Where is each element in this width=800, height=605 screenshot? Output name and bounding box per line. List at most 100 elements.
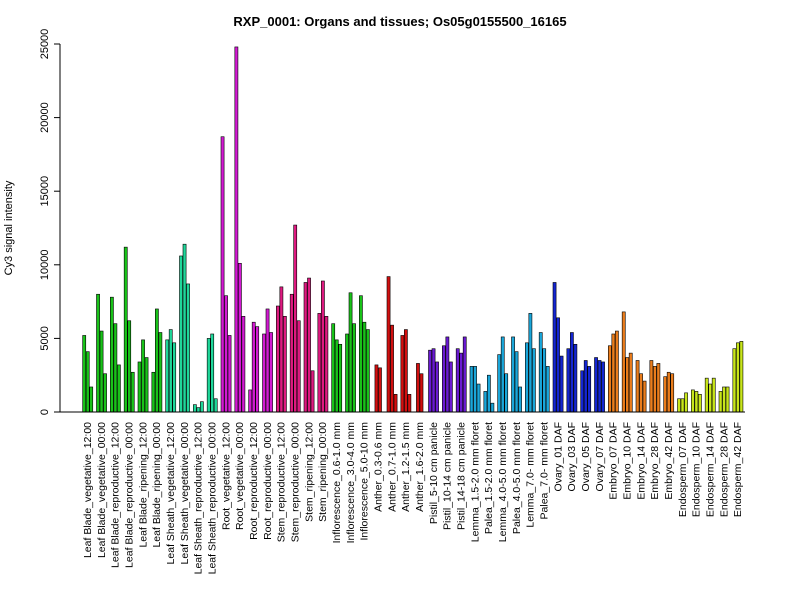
x-category-label: Root_vegetative_00:00 bbox=[234, 422, 246, 530]
bar-group bbox=[718, 386, 730, 413]
bar bbox=[739, 341, 744, 413]
x-category-label: Endosperm_28 DAF bbox=[718, 422, 730, 517]
bar bbox=[653, 366, 657, 413]
x-category-label: Leaf Sheath_reproductive_12:00 bbox=[193, 422, 205, 575]
bar bbox=[625, 357, 630, 413]
bar bbox=[597, 360, 602, 413]
bar bbox=[248, 389, 253, 413]
bar bbox=[663, 376, 668, 413]
bar-group bbox=[345, 292, 356, 413]
bar bbox=[628, 352, 633, 413]
bar-group bbox=[497, 336, 509, 413]
x-category-label: Root_vegetative_12:00 bbox=[220, 422, 232, 530]
bar-group bbox=[635, 360, 647, 413]
bar-group bbox=[608, 330, 619, 413]
bar bbox=[642, 380, 647, 413]
bar-group bbox=[165, 329, 177, 413]
bar bbox=[404, 329, 408, 413]
bar bbox=[449, 361, 453, 413]
bar bbox=[334, 339, 339, 413]
bar bbox=[345, 333, 349, 413]
bar bbox=[732, 348, 737, 413]
bar bbox=[407, 394, 412, 413]
bar bbox=[144, 357, 149, 413]
bar bbox=[158, 332, 163, 413]
bar bbox=[130, 371, 135, 413]
bar bbox=[476, 383, 481, 413]
bar bbox=[196, 407, 201, 413]
bar bbox=[656, 363, 661, 413]
x-category-label: Pistil_10-14 cm panicle bbox=[442, 422, 454, 530]
bar-group bbox=[691, 389, 702, 413]
y-tick-label: 10000 bbox=[39, 250, 51, 281]
y-axis-label: Cy3 signal intensity bbox=[3, 180, 15, 275]
x-category-label: Pistil_14-18 cm panicle bbox=[455, 422, 467, 530]
bar-group bbox=[621, 311, 633, 413]
bar bbox=[289, 293, 294, 413]
bar bbox=[431, 348, 436, 413]
y-tick-label: 5000 bbox=[39, 326, 51, 350]
x-category-label: Palea_4.0-5.0 mm floret bbox=[511, 422, 523, 534]
bar bbox=[193, 404, 197, 413]
bar bbox=[552, 282, 557, 413]
bar bbox=[532, 348, 536, 413]
x-category-label: Palea_7.0- mm floret bbox=[538, 422, 550, 520]
bar bbox=[348, 292, 353, 413]
bar bbox=[455, 348, 460, 413]
bar bbox=[504, 373, 509, 413]
bar bbox=[587, 366, 592, 413]
x-category-label: Root_reproductive_00:00 bbox=[262, 422, 274, 540]
x-category-label: Embryo_10 DAF bbox=[621, 422, 633, 500]
bar-group bbox=[374, 364, 382, 413]
x-category-label: Lemma_1.5-2.0 mm floret bbox=[469, 422, 481, 542]
x-category-label: Leaf Blade_ripening_00:00 bbox=[151, 422, 163, 548]
bar bbox=[469, 366, 474, 413]
x-category-label: Embryo_42 DAF bbox=[663, 422, 675, 500]
bar bbox=[362, 321, 367, 413]
bar bbox=[691, 389, 695, 413]
bar bbox=[400, 335, 405, 413]
bar bbox=[276, 305, 280, 413]
bar bbox=[583, 360, 588, 413]
x-category-label: Root_reproductive_12:00 bbox=[248, 422, 260, 540]
bar-group bbox=[123, 246, 135, 413]
bar bbox=[511, 336, 515, 413]
bar-group bbox=[179, 243, 190, 413]
bar bbox=[172, 342, 177, 413]
bar bbox=[168, 329, 173, 413]
bar-group bbox=[359, 295, 370, 413]
x-category-label: Palea_1.5-2.0 mm floret bbox=[483, 422, 495, 534]
bar bbox=[419, 373, 424, 413]
y-axis: 0 5000 10000 15000 20000 25000 bbox=[39, 29, 61, 415]
bar bbox=[293, 224, 298, 413]
bar bbox=[594, 357, 598, 413]
x-category-label: Lemma_7.0- mm floret bbox=[525, 422, 537, 528]
bar-group bbox=[552, 282, 564, 413]
bar bbox=[96, 293, 100, 413]
bar bbox=[487, 374, 491, 413]
x-category-label: Embryo_14 DAF bbox=[635, 422, 647, 500]
bar bbox=[255, 326, 260, 413]
bar bbox=[483, 391, 488, 413]
bar bbox=[393, 394, 398, 413]
bar bbox=[352, 323, 356, 413]
bar bbox=[559, 355, 564, 413]
bar bbox=[324, 316, 329, 413]
bar bbox=[698, 394, 702, 413]
bar bbox=[200, 401, 204, 413]
bar bbox=[99, 330, 104, 413]
bar bbox=[611, 333, 616, 413]
y-tick-label: 0 bbox=[39, 409, 51, 415]
bar bbox=[338, 343, 343, 413]
bar bbox=[182, 243, 187, 413]
bar bbox=[542, 348, 547, 413]
x-category-label: Endosperm_10 DAF bbox=[691, 422, 703, 517]
x-category-label: Stem_ripening_12:00 bbox=[303, 422, 315, 522]
bar bbox=[213, 398, 218, 413]
bar bbox=[416, 363, 420, 413]
bar bbox=[127, 320, 132, 413]
x-category-label: Leaf Sheath_vegetative_12:00 bbox=[165, 422, 177, 565]
bar bbox=[442, 345, 446, 413]
x-category-label: Anther_1.6-2.0 mm bbox=[414, 422, 426, 512]
